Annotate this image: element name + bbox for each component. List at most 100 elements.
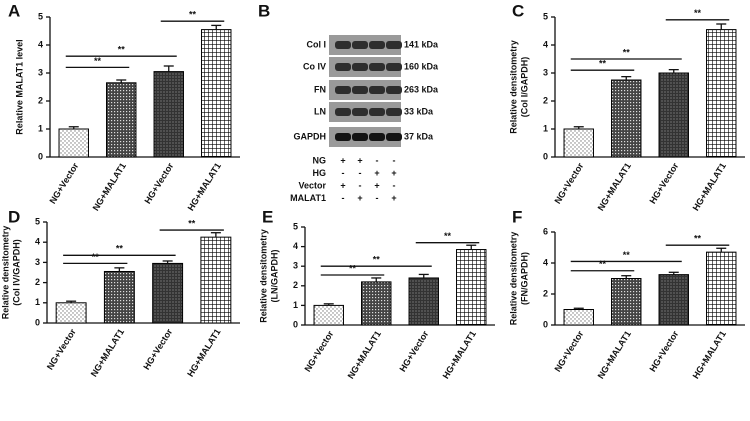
y-axis-label: Relative densitometry (508, 232, 518, 326)
x-tick-label: NG+Vector (552, 161, 585, 206)
y-tick-label: 4 (35, 237, 40, 247)
y-tick-label: 1 (38, 123, 43, 133)
bar (706, 251, 737, 326)
band-size: 160 kDa (404, 61, 439, 71)
y-tick-label: 0 (543, 151, 548, 161)
significance-label: ** (373, 255, 381, 265)
blot-band (369, 108, 385, 116)
y-tick-label: 4 (38, 39, 43, 49)
error-bar (466, 244, 477, 250)
bar (456, 249, 487, 326)
y-tick-label: 3 (293, 261, 298, 271)
y-tick-label: 3 (38, 67, 43, 77)
condition-sign: - (376, 193, 379, 203)
x-tick-label: HG+Vector (397, 329, 430, 374)
significance-label: ** (118, 45, 126, 55)
significance-label: ** (599, 259, 607, 269)
error-bar (716, 23, 727, 30)
condition-sign: + (391, 193, 396, 203)
bar (408, 277, 439, 326)
condition-label: HG (313, 168, 327, 178)
x-tick-label: NG+Vector (45, 327, 78, 372)
significance-label: ** (623, 47, 631, 57)
x-tick-label: NG+MALAT1 (89, 327, 126, 379)
error-bar (621, 75, 632, 80)
panel-letter: D (8, 207, 20, 226)
band-label: Col I (307, 39, 327, 49)
bar (658, 72, 689, 158)
error-bar (668, 68, 679, 73)
x-tick-label: NG+Vector (302, 329, 335, 374)
y-tick-label: 2 (543, 288, 548, 298)
error-bar (323, 303, 334, 306)
y-tick-label: 0 (35, 317, 40, 327)
bar (58, 128, 89, 158)
y-axis-label: (Col IV/GAPDH) (11, 239, 21, 306)
band-label: LN (314, 106, 326, 116)
condition-sign: - (359, 180, 362, 190)
bar (200, 236, 232, 324)
y-tick-label: 5 (293, 221, 298, 231)
y-tick-label: 0 (293, 319, 298, 329)
y-tick-label: 2 (38, 95, 43, 105)
blot-band (335, 108, 351, 116)
condition-sign: + (357, 193, 362, 203)
y-axis-label: Relative MALAT1 level (14, 39, 24, 134)
condition-sign: + (340, 155, 345, 165)
error-bar (116, 79, 127, 83)
condition-label: MALAT1 (290, 193, 326, 203)
y-tick-label: 1 (543, 123, 548, 133)
blot-band (335, 133, 351, 141)
band-label: FN (314, 84, 326, 94)
error-bar (716, 247, 727, 253)
y-axis-label: (FN/GAPDH) (519, 252, 529, 305)
x-tick-label: NG+MALAT1 (346, 329, 383, 381)
y-tick-label: 0 (543, 319, 548, 329)
x-tick-label: HG+MALAT1 (691, 161, 728, 213)
y-tick-label: 4 (293, 241, 298, 251)
x-tick-label: HG+MALAT1 (691, 329, 728, 381)
blot-band (335, 86, 351, 94)
significance-label: ** (189, 10, 197, 20)
significance-label: ** (623, 250, 631, 260)
blot-band (352, 86, 368, 94)
blot-band (352, 41, 368, 49)
y-axis-label: Relative densitometry (258, 229, 268, 323)
bar (152, 262, 184, 324)
condition-sign: - (376, 155, 379, 165)
x-tick-label: HG+Vector (142, 161, 175, 206)
x-tick-label: HG+MALAT1 (441, 329, 478, 381)
blot-band (386, 41, 402, 49)
error-bar (668, 271, 679, 275)
significance-label: ** (694, 234, 702, 244)
bar (361, 281, 392, 326)
y-tick-label: 1 (293, 300, 298, 310)
band-label: Co IV (303, 61, 326, 71)
y-tick-label: 6 (543, 226, 548, 236)
blot-band (369, 133, 385, 141)
error-bar (573, 307, 584, 310)
blot-band (386, 133, 402, 141)
y-tick-label: 3 (543, 67, 548, 77)
error-bar (66, 300, 77, 303)
y-axis-label: (LN/GAPDH) (269, 250, 279, 303)
x-tick-label: NG+MALAT1 (596, 161, 633, 213)
condition-sign: + (374, 180, 379, 190)
x-tick-label: HG+MALAT1 (185, 327, 222, 379)
blot-band (386, 108, 402, 116)
significance-label: ** (92, 252, 100, 262)
y-tick-label: 0 (38, 151, 43, 161)
blot-band (352, 63, 368, 71)
condition-sign: - (393, 180, 396, 190)
condition-sign: + (340, 180, 345, 190)
bar (153, 71, 184, 158)
x-tick-label: HG+Vector (647, 329, 680, 374)
bar (55, 302, 87, 324)
condition-sign: - (342, 193, 345, 203)
condition-label: Vector (298, 180, 326, 190)
blot-band (369, 63, 385, 71)
error-bar (68, 126, 79, 129)
y-tick-label: 2 (35, 277, 40, 287)
error-bar (211, 24, 222, 30)
